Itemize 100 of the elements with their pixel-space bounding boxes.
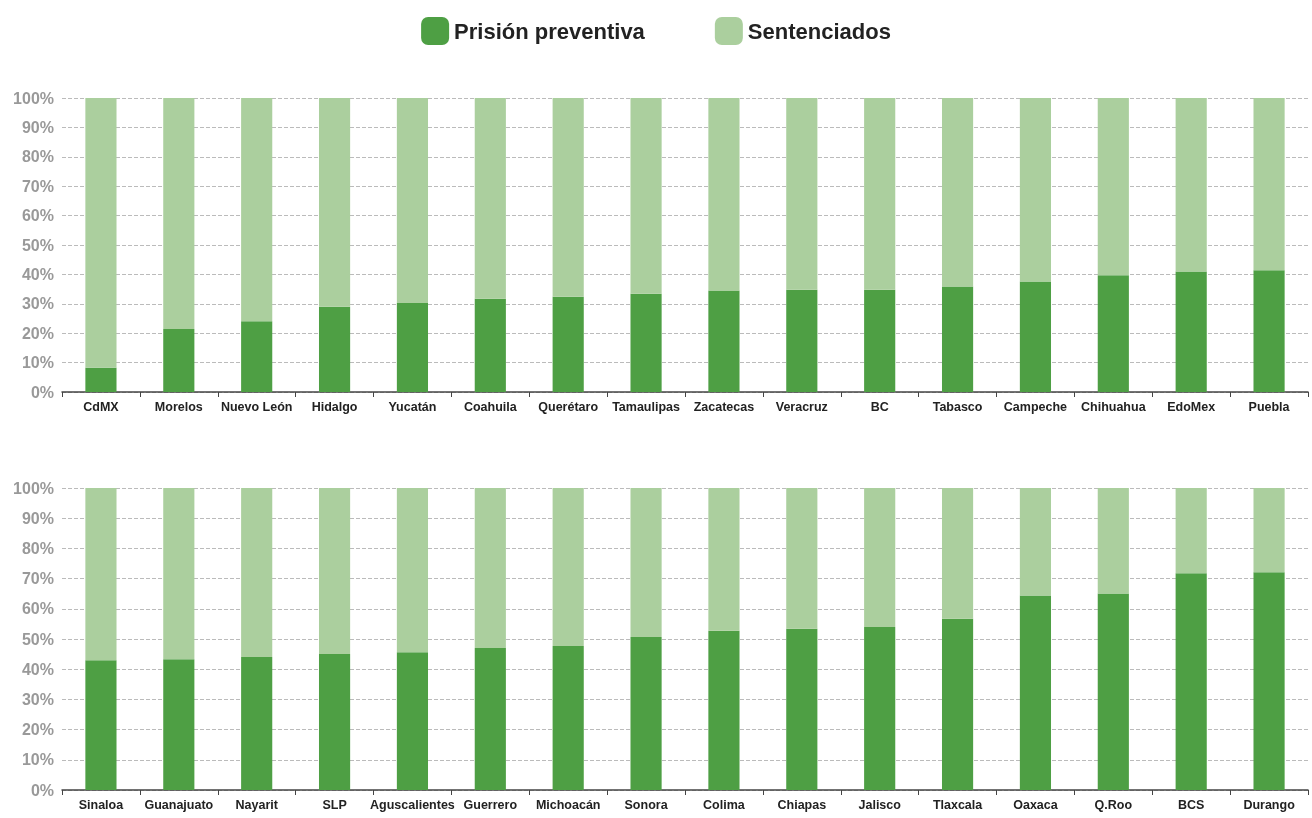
bar [864,98,896,290]
y-tick-label: 30% [21,690,54,708]
x-tick-label: SLP [322,797,347,812]
y-tick-label: 10% [21,751,54,769]
bar [1097,488,1129,594]
x-tick-label: BCS [1177,797,1205,812]
x-tick-label: EdoMex [1167,399,1216,414]
x-tick-label: Coahuila [463,399,518,414]
bar [474,298,506,392]
bar [941,488,974,619]
bar [241,98,273,322]
x-tick-label: Tamaulipas [612,399,681,414]
bar [241,657,273,790]
bar [474,648,506,790]
bar [1097,98,1129,276]
x-tick-label: Tabasco [932,399,983,414]
y-tick-label: 100% [13,89,54,107]
y-tick-label: 70% [21,570,54,588]
bar [630,636,662,790]
bar [630,98,662,294]
x-tick-label: Q.Roo [1094,797,1133,812]
x-tick-label: Sinaloa [78,797,125,812]
x-tick-label: Colima [703,797,746,812]
bar [552,296,584,392]
bar [786,488,818,629]
legend-label: Prisión preventiva [454,18,646,44]
y-tick-label: 20% [21,324,54,342]
y-tick-label: 0% [30,781,54,799]
bar [1019,98,1052,282]
y-tick-label: 80% [21,539,54,557]
bar [1175,488,1207,574]
bar [318,306,351,392]
bar [396,652,429,790]
bar [1253,98,1285,271]
x-tick-label: Oaxaca [1013,797,1059,812]
x-tick-label: Campeche [1003,399,1068,414]
y-tick-label: 40% [21,265,54,283]
y-tick-label: 40% [21,660,54,678]
bar [85,367,117,392]
legend-label: Sentenciados [747,18,891,44]
bar [941,618,974,790]
bar [85,98,117,368]
bar [85,488,117,661]
x-tick-label: Veracruz [775,399,828,414]
x-tick-label: Zacatecas [693,399,755,414]
bar [1019,488,1052,596]
bar [1175,271,1207,392]
bar [163,488,195,660]
bar [1253,572,1285,790]
bar [163,98,195,330]
x-tick-label: Puebla [1248,399,1291,414]
x-tick-label: Nuevo León [220,399,293,414]
bar [1019,281,1052,392]
bar [474,98,506,299]
y-tick-label: 90% [21,118,54,136]
bar [474,488,506,649]
bar [864,626,896,790]
x-tick-label: Durango [1243,797,1296,812]
bar [318,98,351,307]
y-tick-label: 100% [13,479,54,497]
bar [1097,593,1129,790]
bar [1253,270,1285,392]
y-tick-label: 70% [21,177,54,195]
bar [396,302,429,392]
bar [1175,573,1207,790]
y-tick-label: 50% [21,630,54,648]
x-tick-label: Yucatán [388,399,437,414]
bar [786,289,818,392]
x-tick-label: Querétaro [538,399,599,414]
x-tick-label: Aguscalientes [370,797,455,812]
bar [864,488,896,627]
bar [708,98,740,291]
x-tick-label: Nayarit [235,797,279,812]
y-tick-label: 60% [21,600,54,618]
bar [1175,98,1207,272]
bar [163,659,195,790]
x-tick-label: Guerrero [463,797,518,812]
x-tick-label: Sonora [624,797,669,812]
x-tick-label: Chihuahua [1081,399,1147,414]
bar [941,98,974,287]
y-tick-label: 80% [21,148,54,166]
y-tick-label: 60% [21,207,54,225]
bar [163,329,195,392]
bar [941,286,974,392]
bar [318,654,351,790]
y-tick-label: 90% [21,509,54,527]
bar [630,293,662,392]
bar [552,98,584,297]
bar [241,488,273,658]
x-tick-label: Hidalgo [311,399,358,414]
x-tick-label: Chiapas [777,797,827,812]
x-tick-label: Morelos [154,399,203,414]
x-tick-label: Michoacán [535,797,601,812]
bar [630,488,662,637]
bar [786,628,818,790]
bar [396,98,429,303]
y-tick-label: 0% [30,383,54,401]
bar [708,488,740,631]
bar [85,660,117,790]
y-tick-label: 50% [21,236,54,254]
